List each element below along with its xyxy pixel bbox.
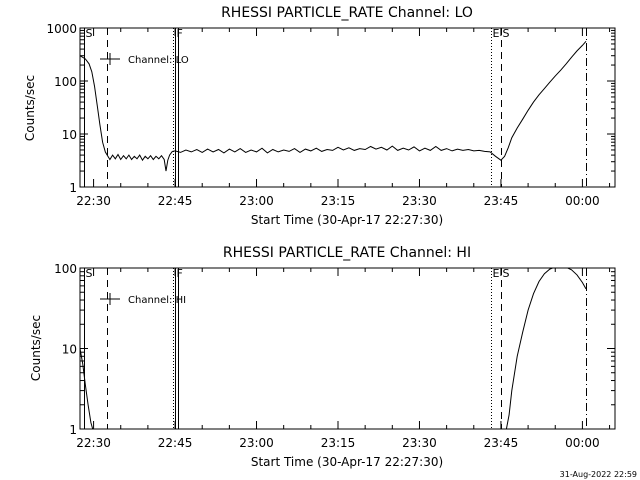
lo-y-tick-label: 10 [62,128,77,142]
hi-series-line-1 [505,268,587,429]
hi-x-tick-label: 23:15 [321,436,356,450]
hi-series-line-0 [80,348,94,429]
lo-plot-title: RHESSI PARTICLE_RATE Channel: LO [221,5,473,21]
hi-x-tick-label: 23:00 [239,436,274,450]
lo-x-tick-label: 00:00 [565,194,600,208]
hi-x-tick-label: 23:45 [484,436,519,450]
lo-event-marker-label: E [493,27,500,40]
hi-y-tick-label: 10 [62,343,77,357]
lo-x-tick-label: 22:45 [158,194,193,208]
hi-y-tick-label: 1 [69,423,77,437]
lo-x-tick-label: 23:15 [321,194,356,208]
lo-x-tick-label: 23:00 [239,194,274,208]
hi-y-axis-label: Counts/sec [29,315,43,381]
lo-y-tick-label: 1000 [46,22,77,36]
hi-plot-frame [79,267,616,430]
lo-legend-label: Channel: LO [128,55,189,66]
hi-x-tick-label: 22:45 [158,436,193,450]
lo-series-line-0 [80,40,587,172]
lo-event-marker-label: F [177,27,183,40]
hi-x-tick-label: 00:00 [565,436,600,450]
lo-plot-frame [79,27,616,188]
hi-event-marker-label: S [503,267,510,280]
lo-event-marker-label: S [86,27,93,40]
lo-x-axis-label: Start Time (30-Apr-17 22:27:30) [251,213,443,227]
hi-y-tick-label: 100 [54,262,77,276]
generation-timestamp: 31-Aug-2022 22:59 [560,470,637,479]
lo-channel-plot: RHESSI PARTICLE_RATE Channel: LO Counts/… [23,5,616,227]
lo-y-tick-label: 1 [69,181,77,195]
lo-y-tick-label: 100 [54,75,77,89]
hi-x-tick-label: 22:30 [76,436,111,450]
lo-x-tick-label: 23:45 [484,194,519,208]
lo-x-tick-label: 22:30 [76,194,111,208]
hi-event-marker-label: F [177,267,183,280]
hi-x-axis-label: Start Time (30-Apr-17 22:27:30) [251,455,443,469]
hi-legend-label: Channel: HI [128,295,186,306]
hi-event-marker-label: E [493,267,500,280]
hi-event-marker-label: S [86,267,93,280]
lo-y-axis-label: Counts/sec [23,75,37,141]
hi-channel-plot: RHESSI PARTICLE_RATE Channel: HI Counts/… [29,245,616,469]
hi-x-tick-label: 23:30 [402,436,437,450]
lo-event-marker-label: S [503,27,510,40]
hi-plot-title: RHESSI PARTICLE_RATE Channel: HI [223,245,471,261]
lo-x-tick-label: 23:30 [402,194,437,208]
